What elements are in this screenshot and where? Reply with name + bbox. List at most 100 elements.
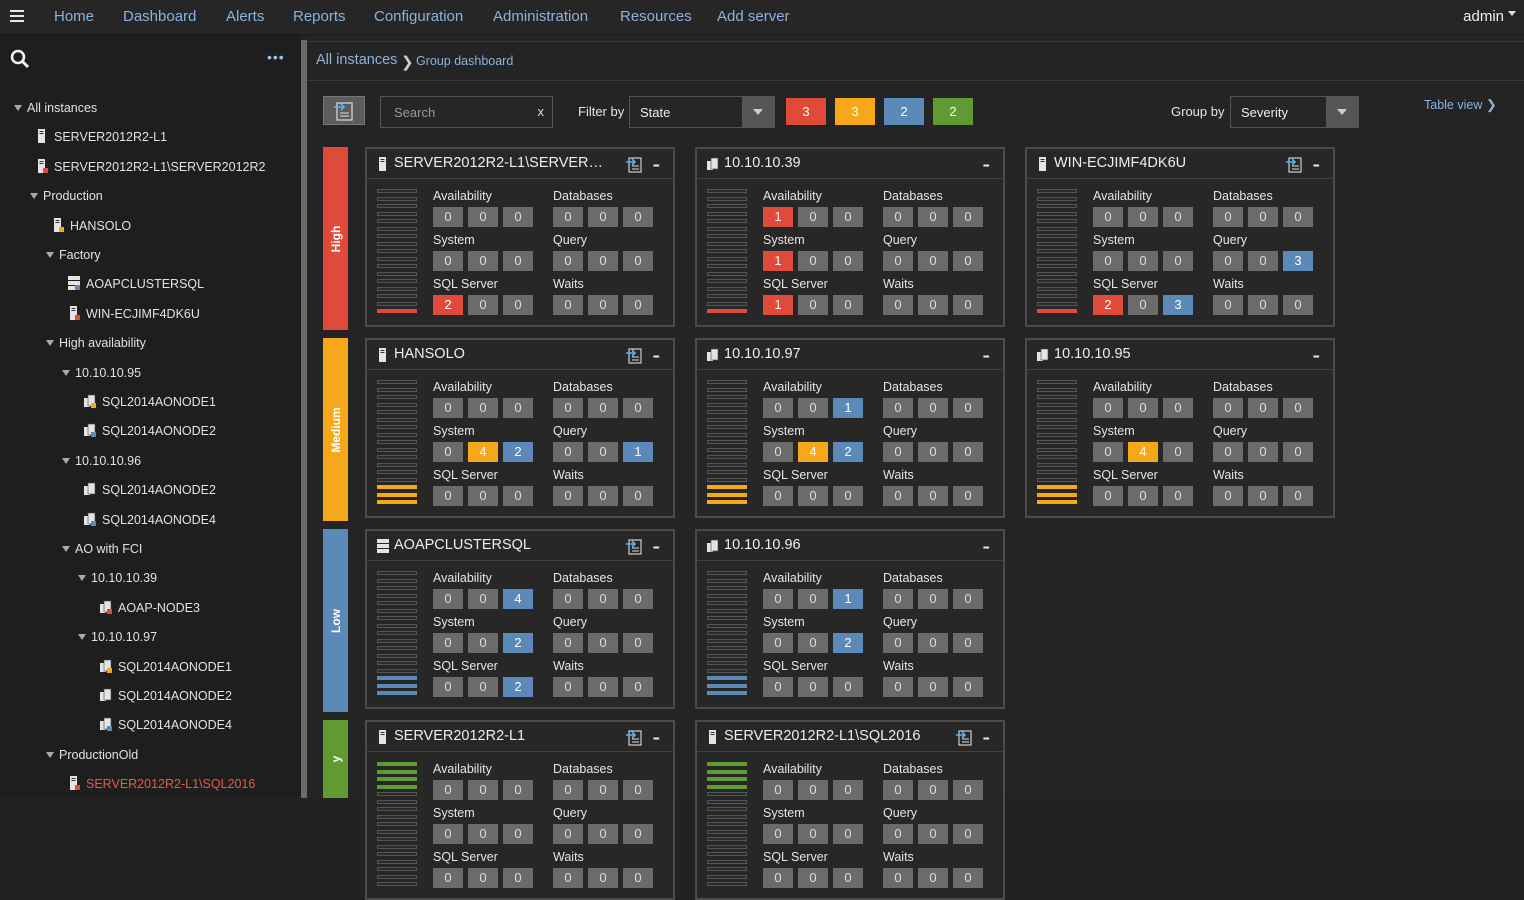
- card-title[interactable]: 10.10.10.95: [1054, 346, 1131, 362]
- tree-instance-node[interactable]: SQL2014AONODE2: [84, 423, 216, 439]
- metric-count-badge[interactable]: 0: [588, 824, 618, 844]
- tree-instance-node[interactable]: SQL2014AONODE2: [84, 482, 216, 498]
- state-count-badge[interactable]: 2: [884, 98, 924, 125]
- metric-count-badge[interactable]: 0: [433, 486, 463, 506]
- more-icon[interactable]: ▪▪▪: [1313, 352, 1319, 361]
- metric-count-badge[interactable]: 0: [433, 677, 463, 697]
- metric-count-badge[interactable]: 0: [623, 251, 653, 271]
- metric-count-badge[interactable]: 0: [503, 824, 533, 844]
- instance-card[interactable]: 10.10.10.39 ▪▪▪ Availability 1 0 0 Databases 0 0…: [695, 147, 1005, 327]
- metric-count-badge[interactable]: 0: [433, 824, 463, 844]
- instance-card[interactable]: AOAPCLUSTERSQL ▪▪▪ Availability 0 0 4 Database…: [365, 529, 675, 709]
- instance-card[interactable]: SERVER2012R2-L1\SQL2016 ▪▪▪ Availability 0 0…: [695, 720, 1005, 900]
- metric-count-badge[interactable]: 0: [798, 486, 828, 506]
- metric-count-badge[interactable]: 0: [588, 207, 618, 227]
- metric-count-badge[interactable]: 0: [918, 780, 948, 800]
- metric-count-badge[interactable]: 0: [1283, 398, 1313, 418]
- metric-count-badge[interactable]: 0: [503, 398, 533, 418]
- instance-card[interactable]: 10.10.10.96 ▪▪▪ Availability 0 0 1 Databases 0 0…: [695, 529, 1005, 709]
- tree-group-node[interactable]: 10.10.10.97: [78, 629, 157, 645]
- metric-count-badge[interactable]: 0: [623, 677, 653, 697]
- metric-count-badge[interactable]: 0: [798, 677, 828, 697]
- tree-instance-node[interactable]: SQL2014AONODE4: [100, 717, 232, 733]
- metric-count-badge[interactable]: 2: [433, 295, 463, 315]
- metric-count-badge[interactable]: 1: [833, 398, 863, 418]
- expand-arrow-icon[interactable]: [62, 369, 70, 376]
- metric-count-badge[interactable]: 0: [763, 589, 793, 609]
- metric-count-badge[interactable]: 0: [1163, 486, 1193, 506]
- table-view-link[interactable]: Table view ❯: [1424, 97, 1497, 112]
- metric-count-badge[interactable]: 0: [503, 207, 533, 227]
- metric-count-badge[interactable]: 0: [433, 868, 463, 888]
- metric-count-badge[interactable]: 0: [588, 398, 618, 418]
- metric-count-badge[interactable]: 0: [953, 633, 983, 653]
- more-icon[interactable]: ▪▪▪: [983, 543, 989, 552]
- tree-instance-node[interactable]: SERVER2012R2-L1: [38, 129, 167, 145]
- metric-count-badge[interactable]: 0: [1283, 207, 1313, 227]
- metric-count-badge[interactable]: 0: [1128, 251, 1158, 271]
- metric-count-badge[interactable]: 0: [1093, 207, 1123, 227]
- metric-count-badge[interactable]: 0: [1128, 207, 1158, 227]
- nav-configuration[interactable]: Configuration: [374, 8, 464, 25]
- metric-count-badge[interactable]: 0: [553, 398, 583, 418]
- metric-count-badge[interactable]: 1: [623, 442, 653, 462]
- metric-count-badge[interactable]: 0: [798, 295, 828, 315]
- metric-count-badge[interactable]: 0: [883, 398, 913, 418]
- instance-card[interactable]: SERVER2012R2-L1\SERVER2012R2 ▪▪▪ Availabil…: [365, 147, 675, 327]
- metric-count-badge[interactable]: 0: [1248, 442, 1278, 462]
- metric-count-badge[interactable]: 0: [918, 398, 948, 418]
- metric-count-badge[interactable]: 0: [833, 677, 863, 697]
- metric-count-badge[interactable]: 3: [1163, 295, 1193, 315]
- metric-count-badge[interactable]: 0: [468, 398, 498, 418]
- metric-count-badge[interactable]: 3: [1283, 251, 1313, 271]
- tree-instance-node[interactable]: SQL2014AONODE1: [100, 659, 232, 675]
- metric-count-badge[interactable]: 4: [503, 589, 533, 609]
- metric-count-badge[interactable]: 0: [1093, 398, 1123, 418]
- metric-count-badge[interactable]: 0: [433, 633, 463, 653]
- metric-count-badge[interactable]: 0: [553, 442, 583, 462]
- metric-count-badge[interactable]: 0: [588, 780, 618, 800]
- metric-count-badge[interactable]: 0: [623, 868, 653, 888]
- metric-count-badge[interactable]: 0: [953, 868, 983, 888]
- metric-count-badge[interactable]: 0: [588, 633, 618, 653]
- expand-arrow-icon[interactable]: [78, 575, 86, 582]
- metric-count-badge[interactable]: 0: [468, 868, 498, 888]
- metric-count-badge[interactable]: 0: [503, 780, 533, 800]
- expand-arrow-icon[interactable]: [78, 634, 86, 641]
- export-icon[interactable]: [625, 156, 643, 174]
- tree-group-node[interactable]: Production: [30, 188, 103, 204]
- metric-count-badge[interactable]: 4: [1128, 442, 1158, 462]
- metric-count-badge[interactable]: 0: [918, 251, 948, 271]
- filter-select[interactable]: State: [629, 96, 775, 128]
- state-count-badge[interactable]: 3: [835, 98, 875, 125]
- metric-count-badge[interactable]: 0: [953, 295, 983, 315]
- metric-count-badge[interactable]: 0: [503, 868, 533, 888]
- metric-count-badge[interactable]: 0: [953, 486, 983, 506]
- metric-count-badge[interactable]: 0: [833, 486, 863, 506]
- export-icon[interactable]: [1285, 156, 1303, 174]
- metric-count-badge[interactable]: 0: [833, 207, 863, 227]
- tree-group-node[interactable]: 10.10.10.95: [62, 365, 141, 381]
- metric-count-badge[interactable]: 0: [883, 295, 913, 315]
- hamburger-menu-icon[interactable]: [10, 10, 24, 25]
- nav-add-server[interactable]: Add server: [717, 8, 790, 25]
- user-menu[interactable]: admin: [1463, 8, 1516, 25]
- metric-count-badge[interactable]: 0: [798, 633, 828, 653]
- metric-count-badge[interactable]: 4: [468, 442, 498, 462]
- metric-count-badge[interactable]: 2: [833, 442, 863, 462]
- more-icon[interactable]: ▪▪▪: [653, 734, 659, 743]
- metric-count-badge[interactable]: 0: [623, 207, 653, 227]
- nav-dashboard[interactable]: Dashboard: [123, 8, 197, 25]
- more-icon[interactable]: ▪▪▪: [983, 161, 989, 170]
- sidebar-more-icon[interactable]: •••: [267, 49, 285, 65]
- metric-count-badge[interactable]: 0: [468, 633, 498, 653]
- metric-count-badge[interactable]: 0: [468, 251, 498, 271]
- tree-instance-node[interactable]: SQL2014AONODE1: [84, 394, 216, 410]
- expand-arrow-icon[interactable]: [14, 105, 22, 111]
- metric-count-badge[interactable]: 0: [553, 824, 583, 844]
- breadcrumb-all-instances[interactable]: All instances: [316, 52, 398, 68]
- metric-count-badge[interactable]: 0: [1163, 207, 1193, 227]
- tree-group-node[interactable]: High availability: [46, 335, 146, 351]
- metric-count-badge[interactable]: 0: [1128, 486, 1158, 506]
- metric-count-badge[interactable]: 0: [468, 207, 498, 227]
